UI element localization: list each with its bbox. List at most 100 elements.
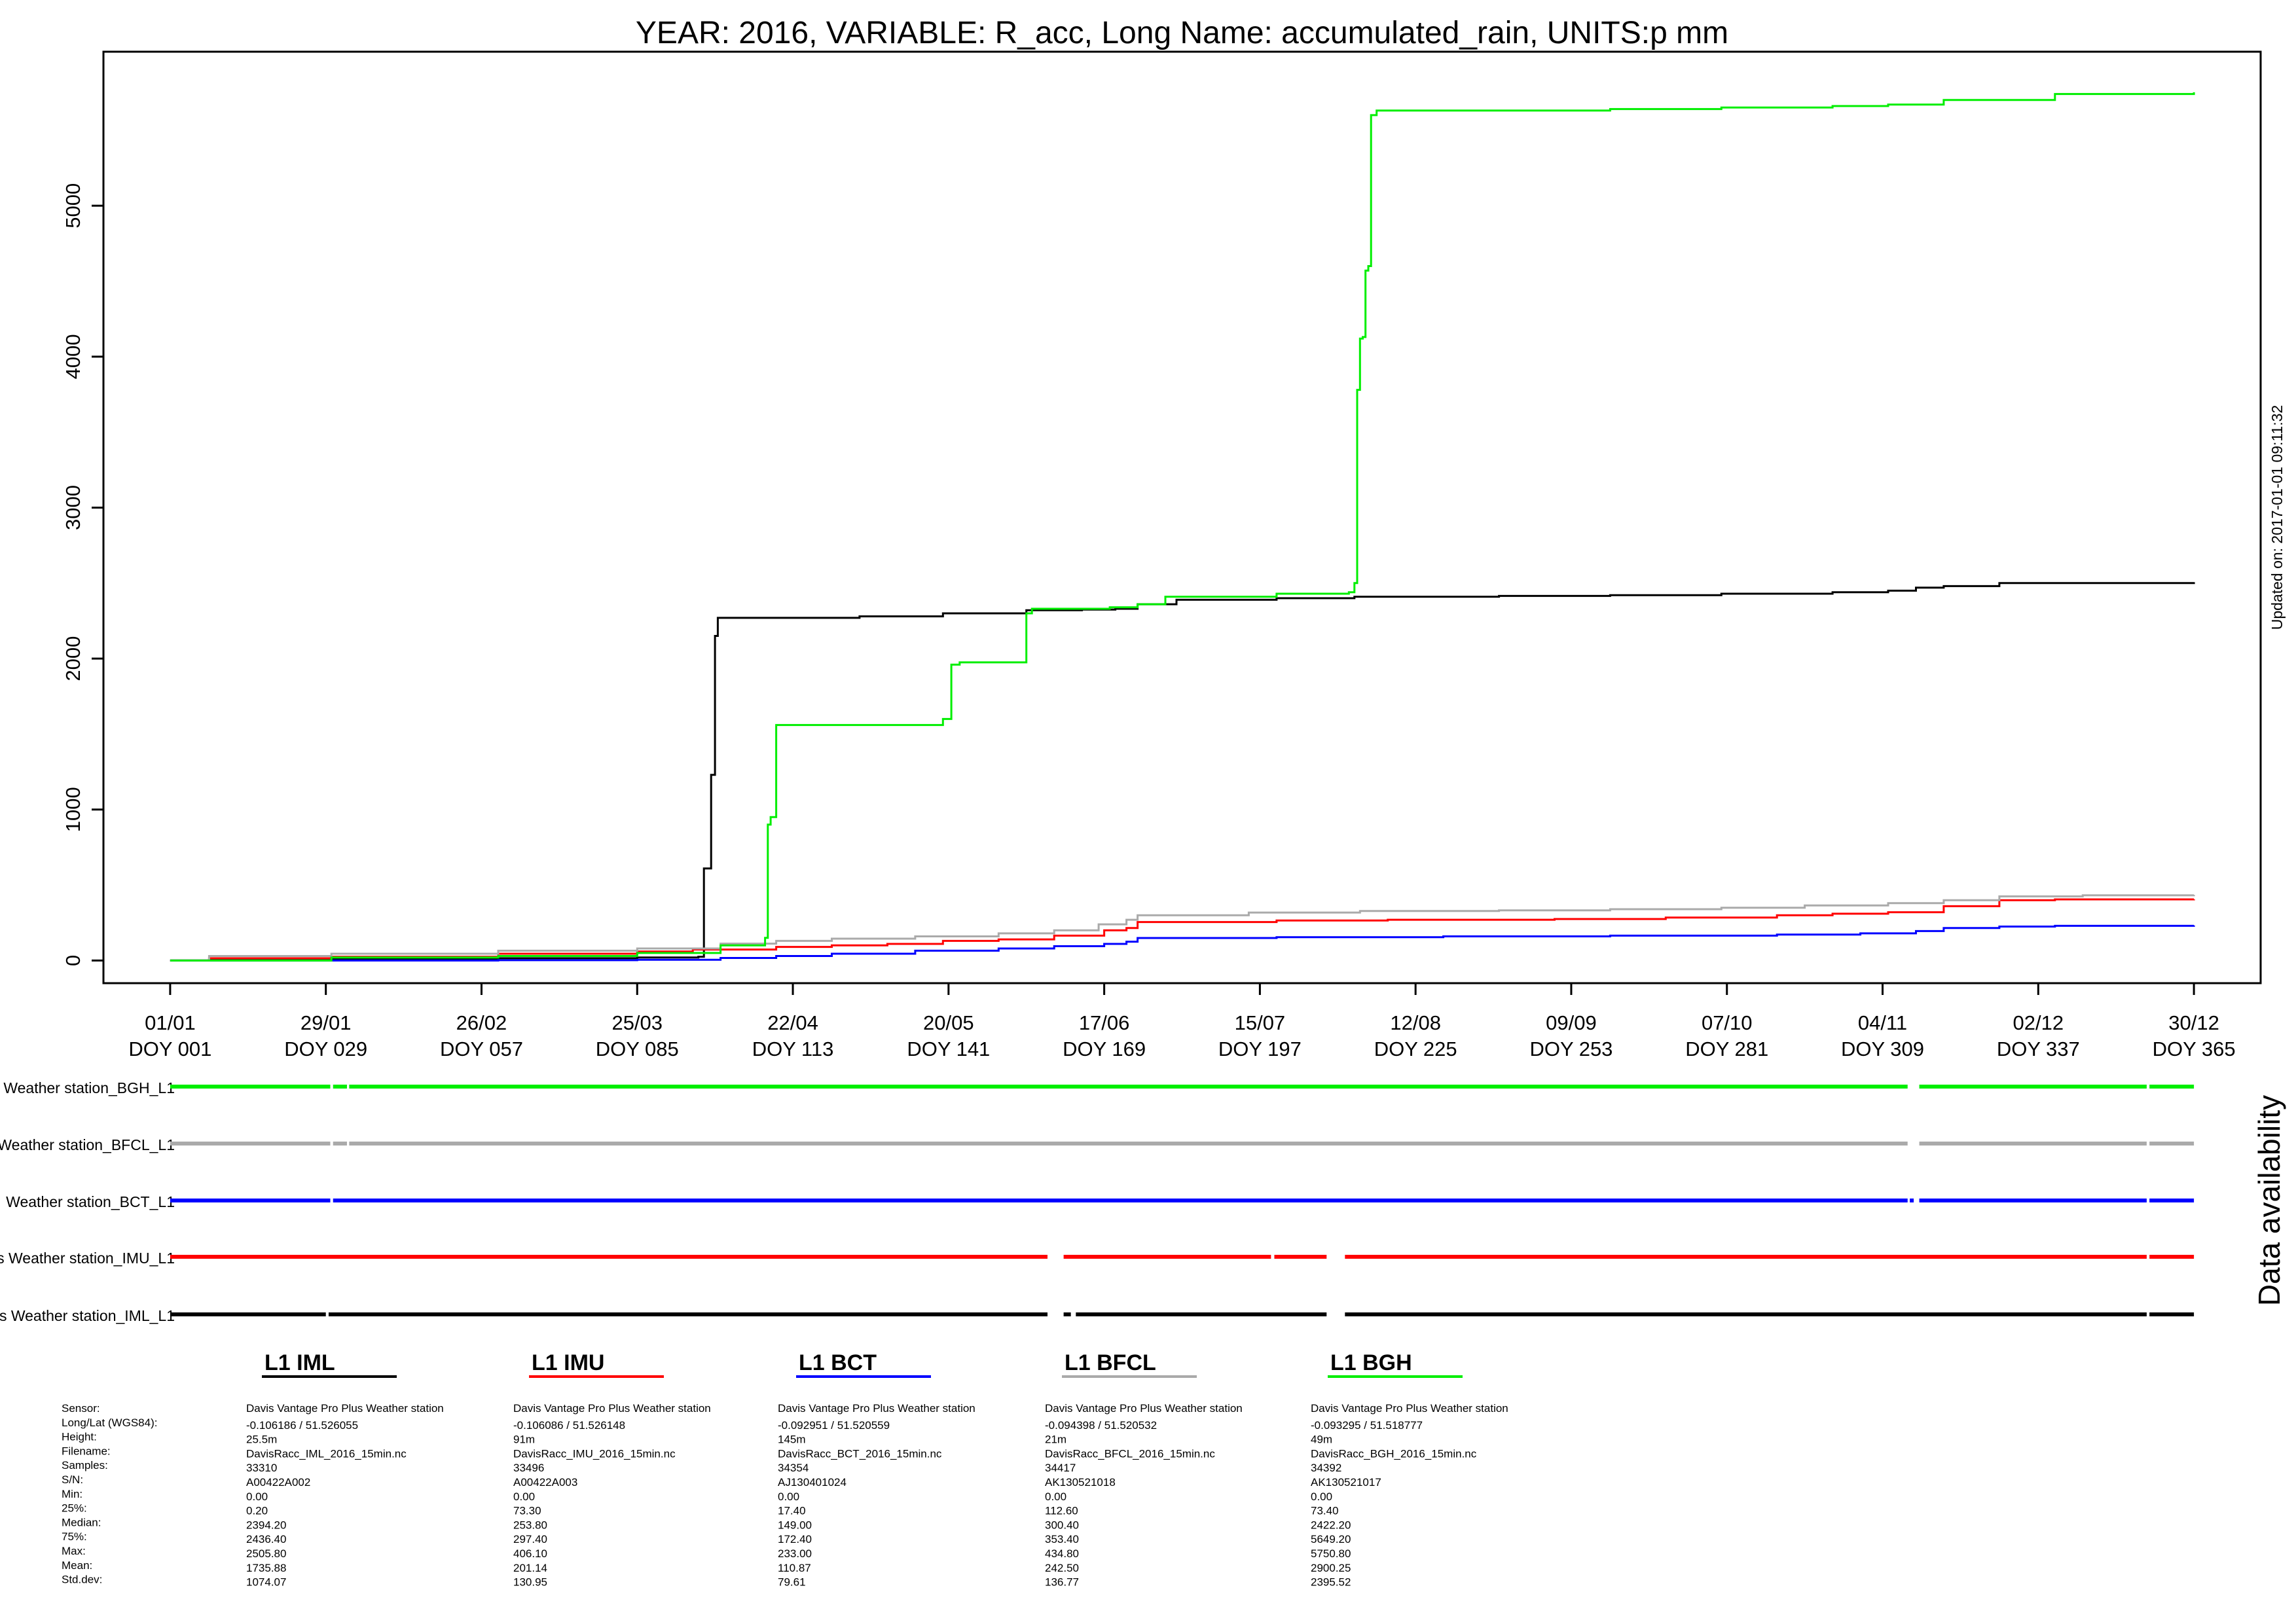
stats-value-iml: 2394.20: [246, 1519, 286, 1531]
stats-value-iml: -0.106186 / 51.526055: [246, 1419, 358, 1432]
stats-value-bct: 17.40: [778, 1505, 806, 1517]
stats-value-imu: 0.00: [513, 1490, 535, 1503]
stats-value-bgh: Davis Vantage Pro Plus Weather station: [1311, 1402, 1508, 1415]
stats-value-imu: 73.30: [513, 1505, 541, 1517]
stats-row-label: Mean:: [62, 1559, 92, 1572]
x-tick-date: 25/03: [611, 1011, 663, 1034]
stats-row-label: 25%:: [62, 1502, 87, 1515]
updated-timestamp: Updated on: 2017-01-01 09:11:32: [2269, 405, 2286, 630]
x-tick-date: 15/07: [1235, 1011, 1286, 1034]
series-line-bfcl: [170, 894, 2195, 962]
stats-value-imu: 297.40: [513, 1533, 547, 1545]
stats-value-bfcl: 242.50: [1045, 1562, 1079, 1574]
x-tick-date: 12/08: [1390, 1011, 1441, 1034]
x-tick-date: 20/05: [923, 1011, 974, 1034]
stats-value-bgh: 2900.25: [1311, 1562, 1351, 1574]
stats-value-imu: 91m: [513, 1434, 535, 1446]
availability-label-bfcl: Weather station_BFCL_L1: [0, 1136, 175, 1153]
availability-label-imu: s Weather station_IMU_L1: [0, 1250, 175, 1267]
stats-value-iml: A00422A002: [246, 1476, 310, 1489]
stats-value-bgh: 49m: [1311, 1434, 1332, 1446]
x-tick-date: 30/12: [2168, 1011, 2219, 1034]
x-tick-doy: DOY 197: [1218, 1038, 1302, 1060]
x-tick-date: 17/06: [1079, 1011, 1130, 1034]
stats-value-bfcl: 353.40: [1045, 1533, 1079, 1545]
stats-row-label: Median:: [62, 1516, 101, 1528]
stats-value-bct: Davis Vantage Pro Plus Weather station: [778, 1402, 975, 1415]
stats-value-bct: 110.87: [778, 1562, 811, 1574]
stats-value-iml: 25.5m: [246, 1434, 277, 1446]
x-tick-date: 26/02: [456, 1011, 507, 1034]
chart-title: YEAR: 2016, VARIABLE: R_acc, Long Name: …: [636, 16, 1728, 50]
stats-value-iml: 0.00: [246, 1490, 268, 1503]
stats-row-label: Max:: [62, 1545, 86, 1557]
stats-value-bgh: -0.093295 / 51.518777: [1311, 1419, 1423, 1432]
legend-label-imu: L1 IMU: [532, 1350, 604, 1375]
y-tick-label: 4000: [62, 334, 84, 379]
stats-value-bct: -0.092951 / 51.520559: [778, 1419, 890, 1432]
stats-value-bgh: 5649.20: [1311, 1533, 1351, 1545]
stats-row-label: Samples:: [62, 1459, 108, 1471]
x-tick-date: 04/11: [1858, 1011, 1907, 1034]
stats-value-bgh: 73.40: [1311, 1505, 1339, 1517]
stats-row-label: 75%:: [62, 1530, 87, 1543]
stats-value-iml: 1735.88: [246, 1562, 286, 1574]
stats-value-bgh: 2395.52: [1311, 1576, 1351, 1589]
stats-value-bfcl: AK130521018: [1045, 1476, 1116, 1489]
stats-value-bct: AJ130401024: [778, 1476, 847, 1489]
x-tick-doy: DOY 309: [1841, 1038, 1924, 1060]
legend-label-bgh: L1 BGH: [1330, 1350, 1412, 1375]
stats-value-iml: Davis Vantage Pro Plus Weather station: [246, 1402, 444, 1415]
x-tick-date: 22/04: [767, 1011, 818, 1034]
x-tick-doy: DOY 225: [1374, 1038, 1457, 1060]
stats-value-bct: 233.00: [778, 1547, 812, 1560]
x-tick-doy: DOY 113: [752, 1038, 834, 1060]
x-tick-doy: DOY 281: [1685, 1038, 1768, 1060]
stats-row-label: Min:: [62, 1488, 82, 1500]
stats-value-bfcl: 21m: [1045, 1434, 1066, 1446]
stats-row-label: Std.dev:: [62, 1574, 102, 1586]
y-tick-label: 1000: [62, 787, 84, 832]
y-tick-label: 0: [62, 955, 84, 966]
stats-value-bct: 172.40: [778, 1533, 812, 1545]
x-tick-doy: DOY 085: [596, 1038, 679, 1060]
legend-label-iml: L1 IML: [264, 1350, 335, 1375]
stats-value-iml: 0.20: [246, 1505, 268, 1517]
stats-value-iml: 2505.80: [246, 1547, 286, 1560]
stats-row-label: S/N:: [62, 1473, 83, 1486]
stats-value-bct: 149.00: [778, 1519, 812, 1531]
x-tick-date: 02/12: [2013, 1011, 2064, 1034]
stats-value-bct: 34354: [778, 1462, 809, 1474]
stats-value-iml: 2436.40: [246, 1533, 286, 1545]
x-tick-doy: DOY 365: [2153, 1038, 2236, 1060]
stats-value-iml: DavisRacc_IML_2016_15min.nc: [246, 1447, 407, 1460]
y-tick-label: 5000: [62, 183, 84, 228]
stats-row-label: Long/Lat (WGS84):: [62, 1416, 157, 1429]
x-tick-doy: DOY 169: [1063, 1038, 1146, 1060]
stats-value-iml: 33310: [246, 1462, 277, 1474]
x-tick-doy: DOY 001: [128, 1038, 211, 1060]
x-tick-date: 09/09: [1546, 1011, 1597, 1034]
x-tick-date: 07/10: [1702, 1011, 1753, 1034]
x-tick-doy: DOY 253: [1529, 1038, 1613, 1060]
stats-value-imu: 201.14: [513, 1562, 547, 1574]
stats-value-bfcl: 300.40: [1045, 1519, 1079, 1531]
stats-value-bfcl: Davis Vantage Pro Plus Weather station: [1045, 1402, 1243, 1415]
stats-value-bct: DavisRacc_BCT_2016_15min.nc: [778, 1447, 942, 1460]
stats-value-imu: A00422A003: [513, 1476, 577, 1489]
stats-value-bgh: 34392: [1311, 1462, 1341, 1474]
stats-value-bfcl: 434.80: [1045, 1547, 1079, 1560]
stats-value-bgh: 5750.80: [1311, 1547, 1351, 1560]
stats-value-bfcl: DavisRacc_BFCL_2016_15min.nc: [1045, 1447, 1215, 1460]
stats-value-imu: Davis Vantage Pro Plus Weather station: [513, 1402, 711, 1415]
stats-value-bfcl: 34417: [1045, 1462, 1076, 1474]
availability-title: Data availability: [2252, 1095, 2286, 1306]
x-tick-date: 01/01: [145, 1011, 196, 1034]
plot-frame: [102, 50, 2262, 984]
stats-row-label: Sensor:: [62, 1402, 100, 1415]
stats-value-bct: 0.00: [778, 1490, 799, 1503]
stats-value-bfcl: 136.77: [1045, 1576, 1079, 1589]
availability-label-bgh: Weather station_BGH_L1: [3, 1079, 175, 1096]
y-tick-label: 2000: [62, 636, 84, 681]
